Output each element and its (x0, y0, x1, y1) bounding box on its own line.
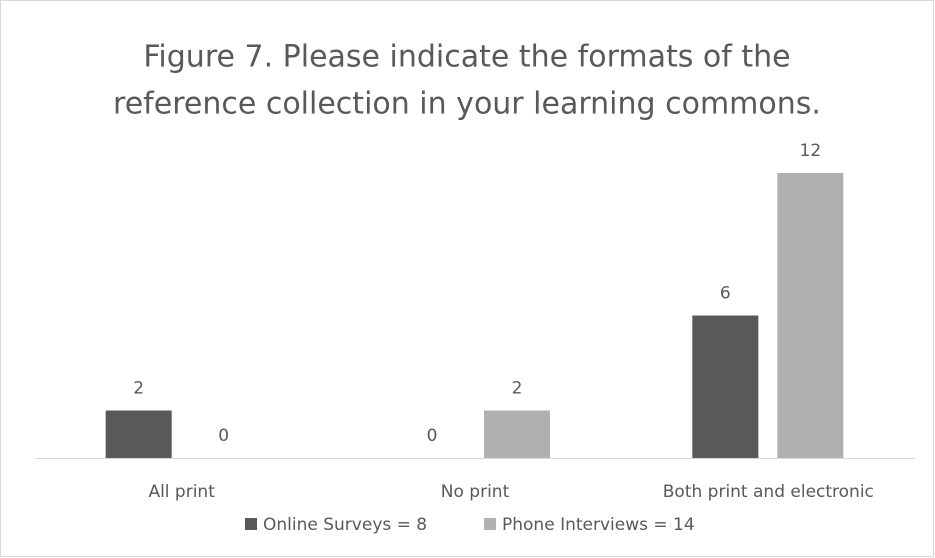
bar (105, 410, 172, 458)
data-label: 6 (720, 284, 731, 304)
bar (777, 173, 844, 458)
chart-title: reference collection in your learning co… (113, 87, 821, 122)
data-label: 2 (133, 379, 144, 399)
data-label: 12 (800, 141, 822, 161)
data-label: 2 (512, 379, 523, 399)
data-label: 0 (427, 426, 438, 446)
legend-swatch (245, 518, 257, 530)
x-tick-label: All print (148, 482, 215, 502)
x-tick-label: No print (441, 482, 510, 502)
data-label: 0 (218, 426, 229, 446)
legend-swatch (484, 518, 496, 530)
legend-label: Online Surveys = 8 (263, 515, 427, 535)
bar (484, 410, 550, 458)
legend-label: Phone Interviews = 14 (502, 515, 695, 535)
bar (692, 315, 759, 458)
x-tick-label: Both print and electronic (663, 482, 874, 502)
chart-title: Figure 7. Please indicate the formats of… (143, 40, 790, 75)
